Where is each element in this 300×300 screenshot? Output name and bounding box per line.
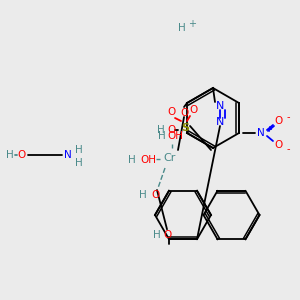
Text: H: H [139,190,147,200]
Text: OH: OH [140,155,156,165]
Text: S: S [181,123,189,133]
Text: +: + [266,124,272,134]
Text: O: O [189,105,197,115]
Text: -: - [286,112,290,122]
Text: H: H [128,155,136,165]
Text: H: H [153,230,161,240]
Text: N: N [64,150,72,160]
Text: H: H [6,150,14,160]
Text: N: N [216,101,224,111]
Text: +: + [188,19,196,29]
Text: O: O [18,150,26,160]
Text: O: O [151,190,159,200]
Text: Cr: Cr [164,153,176,163]
Text: O: O [275,116,283,126]
Text: H: H [178,23,186,33]
Text: H: H [75,145,83,155]
Text: O: O [167,107,175,117]
Text: O: O [167,125,175,135]
Text: N: N [257,128,265,138]
Text: O: O [180,108,188,118]
Text: H: H [75,158,83,168]
Text: N: N [216,117,224,127]
Text: H: H [158,131,166,141]
Text: O: O [163,230,171,240]
Text: H: H [157,125,165,135]
Text: -: - [286,144,290,154]
Text: OH: OH [167,131,183,141]
Text: O: O [275,140,283,150]
